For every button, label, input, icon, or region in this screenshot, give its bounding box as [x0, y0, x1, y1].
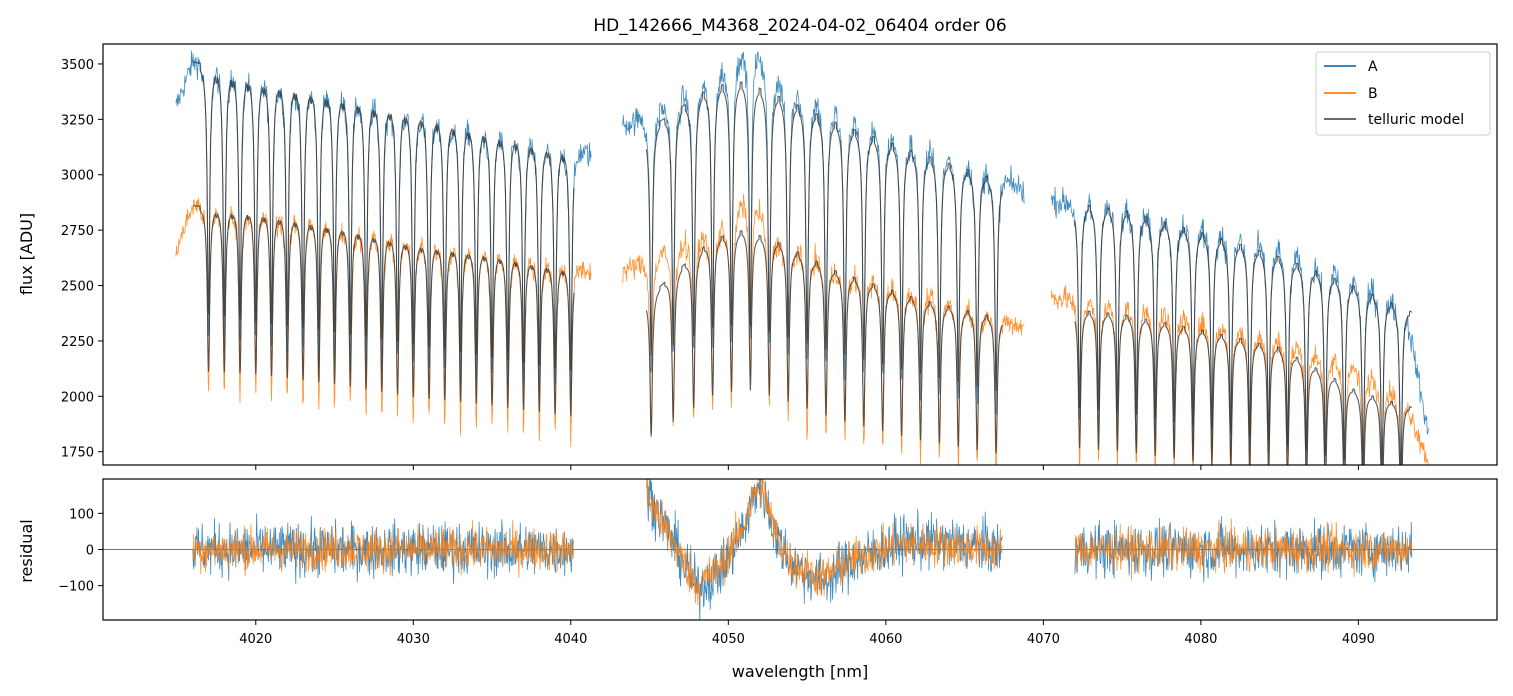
telluric-model-a-segment-2 [645, 81, 1003, 392]
legend-box [1315, 51, 1491, 136]
x-tick-label: 4050 [712, 632, 745, 647]
telluric-model-b-segment-3 [1074, 310, 1413, 465]
bottom-y-axis-label: residual [17, 519, 36, 582]
top-y-tick-label: 3500 [61, 58, 94, 73]
figure-title: HD_142666_M4368_2024-04-02_06404 order 0… [593, 16, 1006, 36]
top-x-ticks [255, 465, 1359, 470]
telluric-model-b-segment-1 [192, 205, 575, 417]
x-axis-label: wavelength [nm] [732, 662, 869, 681]
legend-label-telluric: telluric model [1368, 112, 1464, 128]
residual-b-segment-1 [192, 520, 575, 578]
bottom-y-tick-label: −100 [58, 580, 94, 595]
top-y-axis-label: flux [ADU] [17, 213, 36, 295]
x-tick-label: 4030 [397, 632, 430, 647]
telluric-model-a-segment-3 [1074, 204, 1413, 465]
top-y-tick-label: 2250 [61, 335, 94, 350]
top-panel-frame [102, 43, 1498, 466]
x-tick-label: 4080 [1184, 632, 1217, 647]
legend: A B telluric model [1315, 51, 1491, 136]
telluric-model-b-segment-2 [645, 230, 1003, 454]
telluric-model-a-segment-1 [192, 61, 575, 371]
bottom-y-axis: −100 0 100 [58, 507, 103, 595]
x-tick-label: 4070 [1027, 632, 1060, 647]
top-y-tick-label: 1750 [61, 446, 94, 461]
residual-b-segment-3 [1074, 518, 1413, 581]
top-y-tick-label: 3250 [61, 113, 94, 128]
top-y-tick-label: 2750 [61, 224, 94, 239]
top-panel-data [175, 50, 1430, 465]
bottom-y-tick-label: 0 [86, 544, 94, 559]
top-y-tick-label: 2000 [61, 390, 94, 405]
x-tick-label: 4090 [1342, 632, 1375, 647]
bottom-panel-data [103, 479, 1497, 620]
bottom-x-axis: 4020 4030 4040 4050 4060 4070 4080 4090 [239, 620, 1375, 647]
top-y-axis: 1750 2000 2250 2500 2750 3000 3250 3500 [61, 58, 103, 461]
top-y-tick-label: 2500 [61, 280, 94, 295]
x-tick-label: 4040 [554, 632, 587, 647]
legend-label-a: A [1368, 59, 1378, 75]
x-tick-label: 4060 [869, 632, 902, 647]
bottom-y-tick-label: 100 [69, 507, 94, 522]
residual-b-segment-2 [646, 479, 1003, 606]
top-y-tick-label: 3000 [61, 169, 94, 184]
x-tick-label: 4020 [239, 632, 272, 647]
legend-label-b: B [1368, 86, 1378, 102]
